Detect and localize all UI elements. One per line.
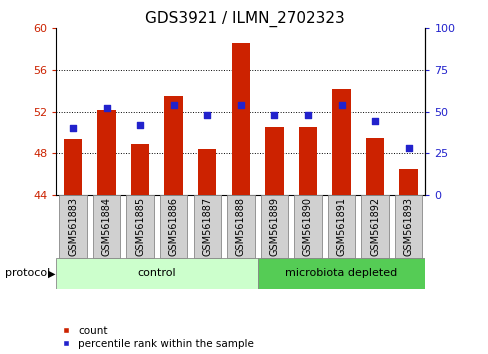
Text: GSM561885: GSM561885 <box>135 197 145 256</box>
FancyBboxPatch shape <box>226 195 254 258</box>
FancyBboxPatch shape <box>59 195 86 258</box>
FancyBboxPatch shape <box>294 195 321 258</box>
Bar <box>131 144 149 195</box>
Text: GSM561884: GSM561884 <box>102 197 111 256</box>
FancyBboxPatch shape <box>193 195 221 258</box>
FancyBboxPatch shape <box>394 195 422 258</box>
Point <box>69 125 77 131</box>
Text: GSM561890: GSM561890 <box>303 197 312 256</box>
Point <box>304 112 311 118</box>
Text: GSM561891: GSM561891 <box>336 197 346 256</box>
Point <box>370 119 378 124</box>
Legend: count, percentile rank within the sample: count, percentile rank within the sample <box>61 326 253 349</box>
Point <box>236 102 244 108</box>
Text: GSM561892: GSM561892 <box>369 197 379 256</box>
Bar <box>399 169 417 195</box>
Point <box>102 105 110 111</box>
Bar <box>264 127 283 195</box>
FancyBboxPatch shape <box>257 258 425 289</box>
Point <box>404 145 412 151</box>
Bar <box>63 138 82 195</box>
FancyBboxPatch shape <box>160 195 187 258</box>
Point <box>136 122 144 128</box>
Text: protocol: protocol <box>5 268 50 279</box>
Text: GSM561889: GSM561889 <box>269 197 279 256</box>
Text: GSM561887: GSM561887 <box>202 197 212 256</box>
Text: ▶: ▶ <box>47 268 55 279</box>
Text: control: control <box>137 268 176 279</box>
Bar <box>298 127 317 195</box>
Point <box>270 112 278 118</box>
Text: GDS3921 / ILMN_2702323: GDS3921 / ILMN_2702323 <box>144 11 344 27</box>
Text: GSM561893: GSM561893 <box>403 197 413 256</box>
FancyBboxPatch shape <box>260 195 287 258</box>
Text: GSM561883: GSM561883 <box>68 197 78 256</box>
Point <box>169 102 177 108</box>
Text: GSM561886: GSM561886 <box>168 197 178 256</box>
Bar <box>198 149 216 195</box>
FancyBboxPatch shape <box>126 195 154 258</box>
Bar <box>365 137 384 195</box>
FancyBboxPatch shape <box>56 258 257 289</box>
FancyBboxPatch shape <box>361 195 388 258</box>
FancyBboxPatch shape <box>93 195 120 258</box>
Bar <box>231 43 249 195</box>
Point <box>337 102 345 108</box>
Bar <box>164 96 183 195</box>
Text: GSM561888: GSM561888 <box>235 197 245 256</box>
Bar <box>97 110 116 195</box>
Text: microbiota depleted: microbiota depleted <box>285 268 397 279</box>
Bar <box>332 88 350 195</box>
Point <box>203 112 211 118</box>
FancyBboxPatch shape <box>327 195 355 258</box>
